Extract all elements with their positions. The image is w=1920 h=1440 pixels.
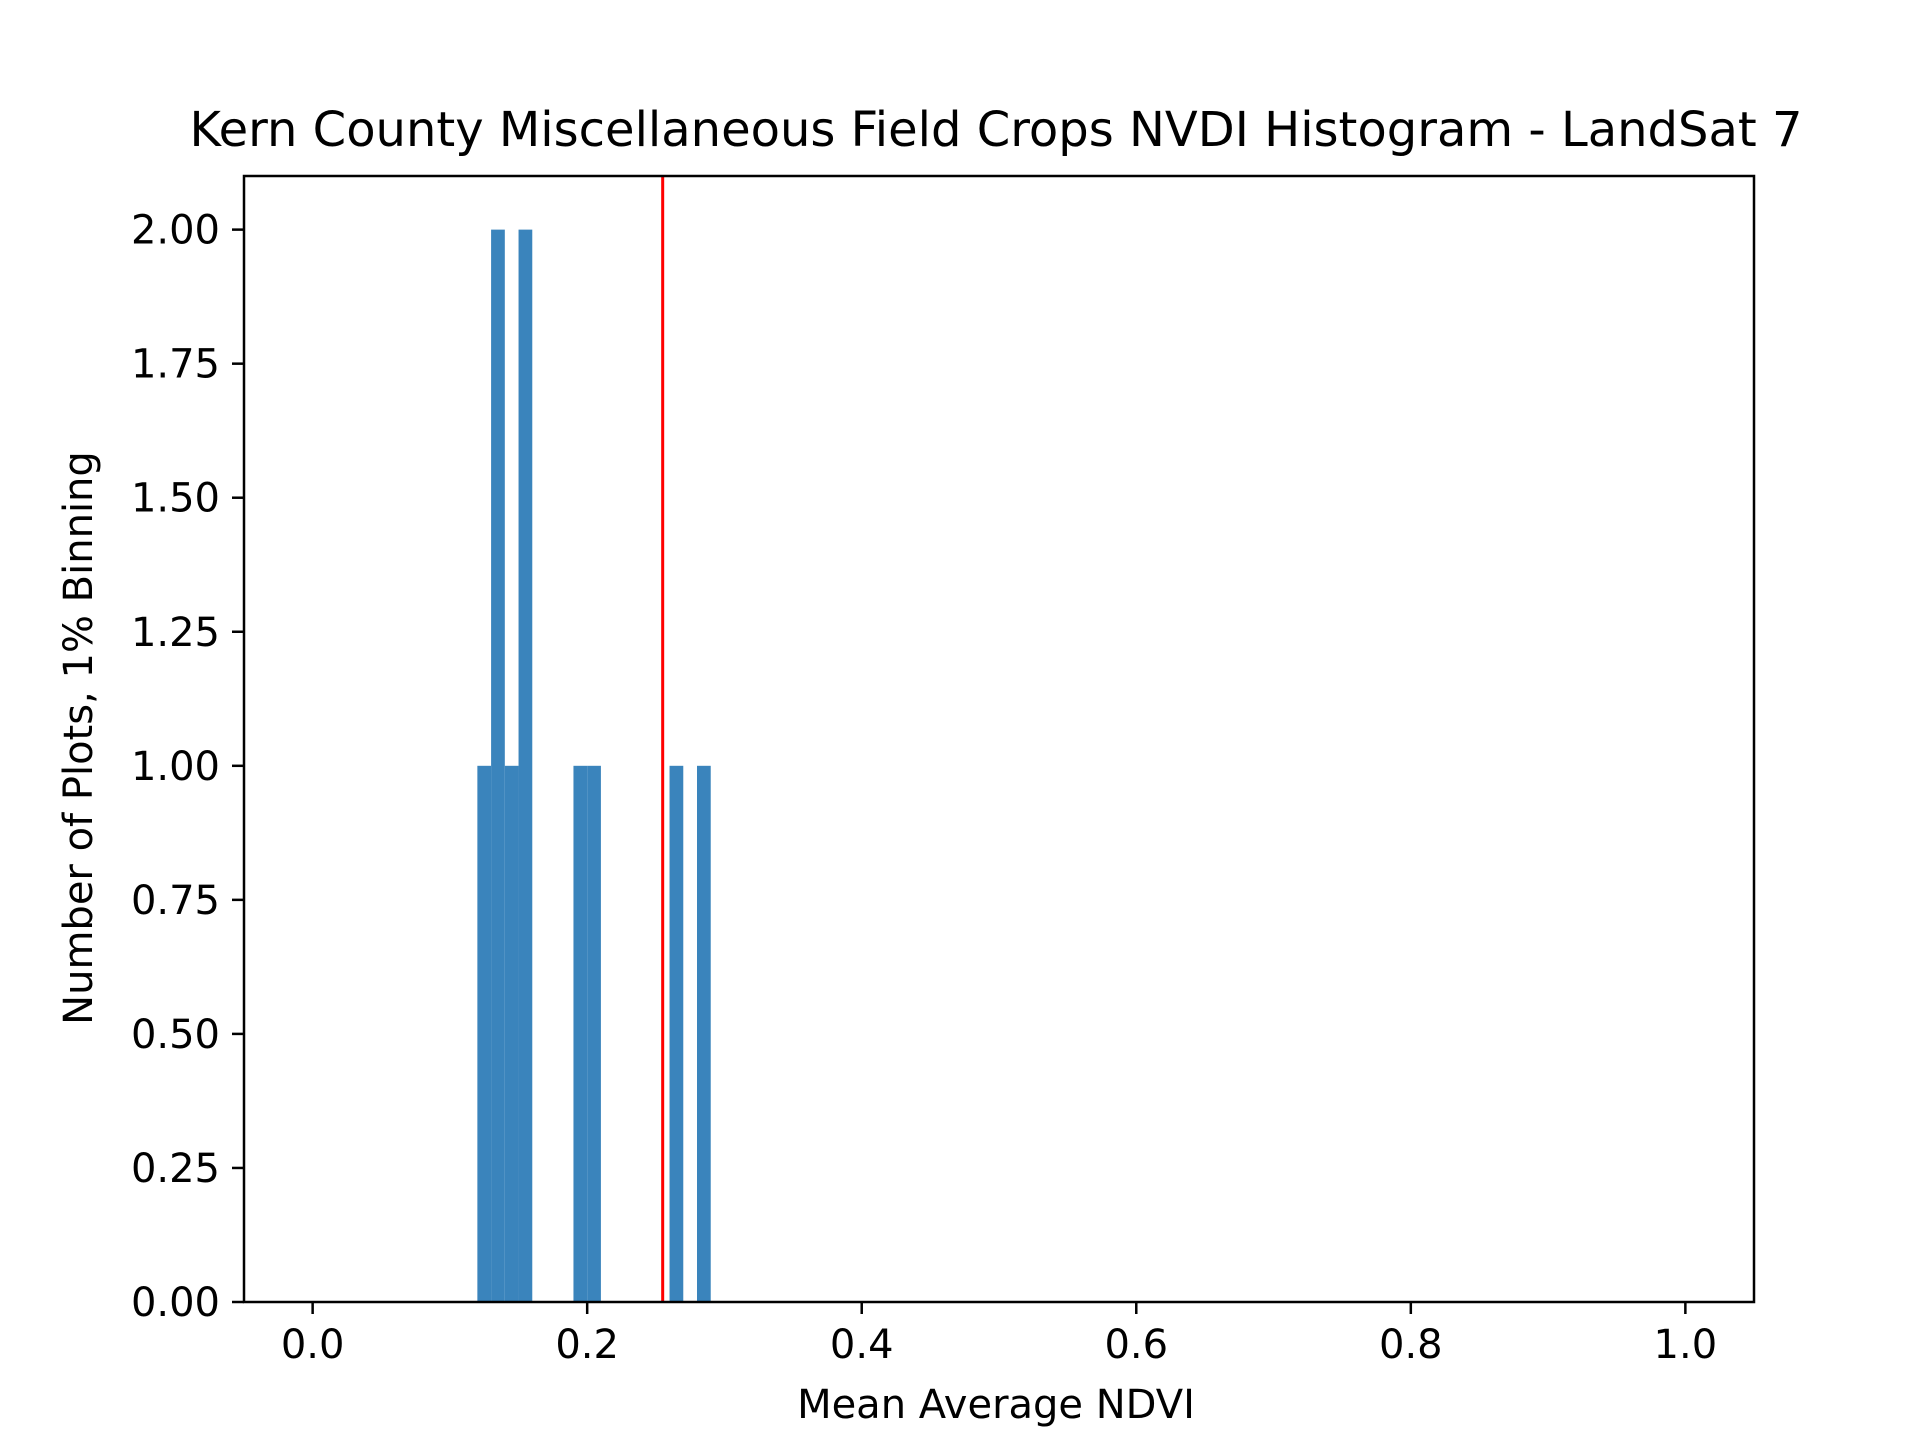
y-tick-label: 0.50 bbox=[131, 1012, 220, 1058]
x-tick-label: 0.8 bbox=[1379, 1322, 1443, 1368]
histogram-bar bbox=[491, 229, 505, 1303]
x-tick-label: 0.4 bbox=[830, 1322, 894, 1368]
plot-frame bbox=[242, 174, 1756, 1304]
y-tick-label: 2.00 bbox=[131, 208, 220, 254]
bars-layer bbox=[477, 229, 711, 1303]
histogram-bar bbox=[504, 765, 519, 1302]
histogram-bar bbox=[669, 765, 684, 1302]
x-tick-label: 0.0 bbox=[281, 1322, 345, 1368]
y-tick-label: 1.75 bbox=[131, 342, 220, 388]
histogram-bar bbox=[697, 765, 711, 1302]
histogram-bar bbox=[573, 765, 588, 1302]
histogram-bar bbox=[477, 765, 492, 1302]
x-tick-label: 0.6 bbox=[1104, 1322, 1168, 1368]
y-tick-label: 0.00 bbox=[131, 1280, 220, 1326]
chart-title: Kern County Miscellaneous Field Crops NV… bbox=[189, 102, 1802, 158]
histogram-bar bbox=[587, 765, 601, 1302]
y-axis: 0.00 0.25 0.50 0.75 1.00 1.25 1.50 1.75 2.00 bbox=[131, 208, 244, 1326]
histogram-bar bbox=[518, 229, 533, 1303]
y-axis-label: Number of Plots, 1% Binning bbox=[56, 451, 102, 1025]
y-tick-label: 1.00 bbox=[131, 744, 220, 790]
y-tick-label: 1.50 bbox=[131, 476, 220, 522]
y-tick-label: 0.75 bbox=[131, 878, 220, 924]
y-tick-label: 0.25 bbox=[131, 1146, 220, 1192]
x-axis-label: Mean Average NDVI bbox=[797, 1382, 1195, 1428]
x-tick-label: 0.2 bbox=[555, 1322, 619, 1368]
x-tick-label: 1.0 bbox=[1654, 1322, 1718, 1368]
x-axis: 0.0 0.2 0.4 0.6 0.8 1.0 bbox=[281, 1302, 1717, 1368]
y-tick-label: 1.25 bbox=[131, 610, 220, 656]
